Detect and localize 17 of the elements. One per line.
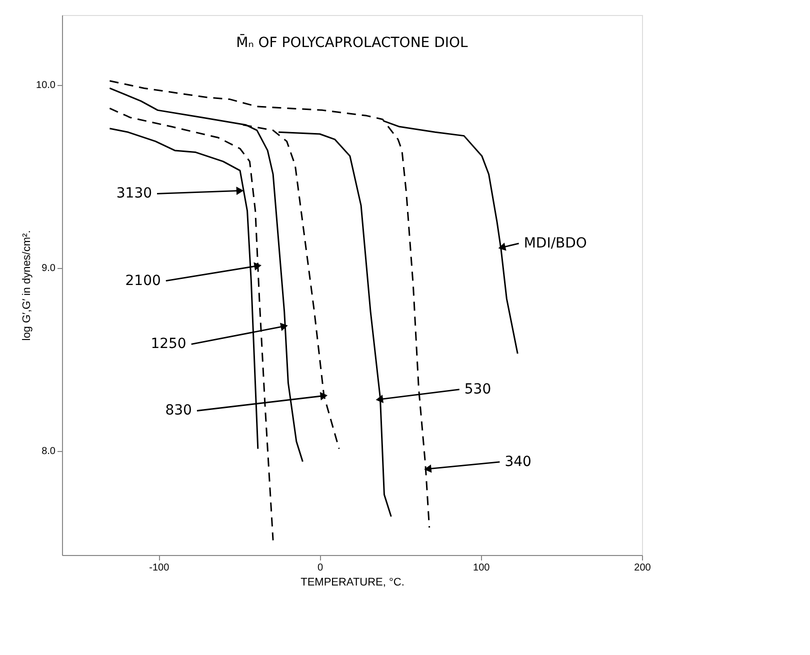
x-axis-title: TEMPERATURE, °C. [300,576,404,588]
annotation: 1250 [150,336,186,352]
annotation: 3130 [116,186,152,202]
x-tick-label: 200 [634,562,652,574]
x-tick-label: 0 [317,562,324,574]
annotation: MDI/BDO [524,235,587,252]
annotation: 830 [165,402,192,419]
x-tick-label: 100 [473,562,490,574]
y-tick-label: 9.0 [42,263,56,274]
annotation: 340 [504,454,532,470]
x-tick-label: -100 [149,562,170,574]
text: M̄ₙ OF POLYCAPROLACTONE DIOL [236,33,468,51]
y-tick-label: 10.0 [36,80,56,92]
y-tick-label: 8.0 [42,446,56,458]
y-axis-title: log G′,G′ in dynes/cm². [21,230,34,341]
annotation: 530 [464,381,492,398]
annotation: 2100 [125,272,161,289]
